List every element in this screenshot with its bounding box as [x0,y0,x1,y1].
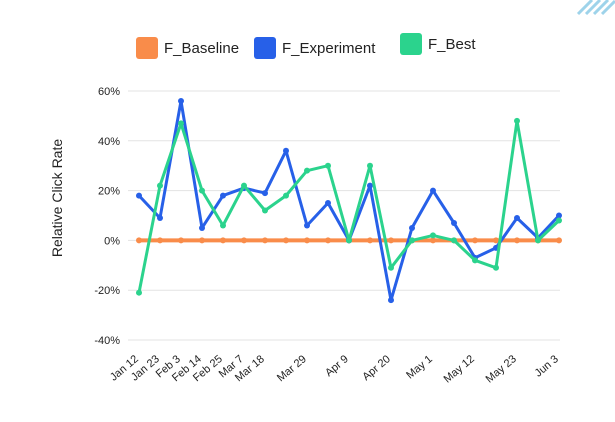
data-point [430,232,436,239]
series-f-experiment [136,97,562,304]
data-point [136,192,142,199]
data-point [178,120,184,127]
legend-label: F_Best [428,36,476,53]
data-point [556,212,562,219]
y-tick-label: -40% [94,335,120,347]
y-tick-label: 0% [104,235,120,247]
data-point [430,187,436,194]
data-point [556,237,562,244]
data-point [325,237,331,244]
data-point [514,214,520,221]
data-point [367,237,373,244]
data-point [472,237,478,244]
legend-item: F_Baseline [136,37,239,59]
data-point [451,237,457,244]
y-tick-label: 20% [98,186,120,198]
y-tick-label: 40% [98,136,120,148]
data-point [409,237,415,244]
data-point [325,200,331,207]
data-point [388,297,394,304]
data-point [430,237,436,244]
data-point [556,217,562,224]
legend: F_Baseline F_Experiment F_Best [136,33,476,59]
data-point [157,182,163,189]
x-tick-label: May 23 [484,353,519,385]
data-point [409,224,415,231]
data-point [472,257,478,264]
data-point [283,237,289,244]
data-point [514,117,520,124]
data-point [241,237,247,244]
data-point [262,207,268,214]
data-point [220,222,226,229]
data-point [262,190,268,197]
corner-stripes-decoration [576,0,615,16]
data-point [136,289,142,296]
data-point [451,219,457,226]
data-point [367,182,373,189]
series-layer [136,97,562,304]
data-point [493,264,499,271]
data-point [535,237,541,244]
y-axis-ticks: -40% -20% 0% 20% 40% 60% [94,86,120,347]
data-point [220,237,226,244]
x-tick-label: Apr 20 [360,353,393,383]
data-point [304,222,310,229]
legend-swatch [254,37,276,59]
data-point [325,162,331,169]
data-point [220,192,226,199]
legend-swatch [136,37,158,59]
data-point [304,237,310,244]
data-point [388,264,394,271]
data-point [283,147,289,154]
data-point [157,237,163,244]
data-point [199,187,205,194]
data-point [493,237,499,244]
y-tick-label: 60% [98,86,120,98]
legend-label: F_Experiment [282,40,376,57]
x-tick-label: Apr 9 [323,353,351,379]
data-point [241,182,247,189]
data-point [136,237,142,244]
x-tick-label: May 12 [442,353,477,385]
legend-item: F_Experiment [254,37,376,59]
y-axis-title: Relative Click Rate [49,139,65,257]
x-tick-label: May 1 [404,353,435,381]
legend-item: F_Best [400,33,476,55]
data-point [199,224,205,231]
data-point [178,97,184,104]
data-point [304,167,310,174]
data-point [514,237,520,244]
x-tick-label: Jun 3 [533,353,561,379]
data-point [367,162,373,169]
data-point [262,237,268,244]
data-point [388,237,394,244]
grid-lines [128,90,560,341]
data-point [283,192,289,199]
series-f-best [136,117,562,296]
legend-label: F_Baseline [164,40,239,57]
data-point [346,237,352,244]
y-tick-label: -20% [94,285,120,297]
data-point [157,214,163,221]
legend-swatch [400,33,422,55]
data-point [199,237,205,244]
data-point [178,237,184,244]
x-tick-label: Mar 29 [275,353,309,384]
